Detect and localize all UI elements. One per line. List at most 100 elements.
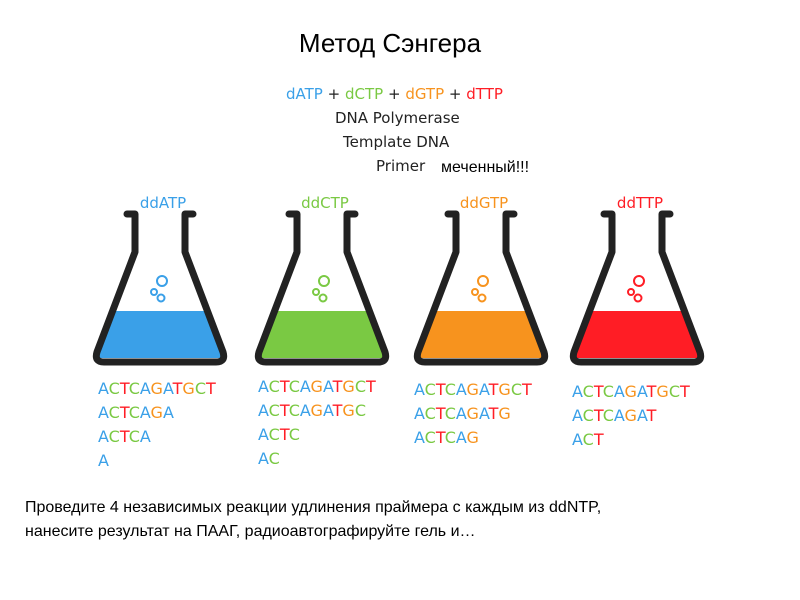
bubble [633,275,645,287]
bubble [156,293,166,303]
nucleotide: A [637,406,648,425]
nucleotide: T [593,406,604,425]
nucleotide: C [289,425,300,444]
reagent-term: dTTP [466,85,503,103]
nucleotide: C [289,377,300,396]
sequence: ACTCA [98,427,151,446]
nucleotide: A [614,382,625,401]
nucleotide: C [195,379,206,398]
nucleotide: A [323,377,334,396]
nucleotide: T [332,377,343,396]
nucleotide: A [98,427,109,446]
nucleotide: C [511,380,522,399]
nucleotide: C [445,404,456,423]
liquid [418,311,544,358]
reagent-term: + [328,85,341,103]
flask-label: ddGTP [460,194,508,212]
nucleotide: G [342,377,354,396]
nucleotide: C [129,427,140,446]
nucleotide: A [140,427,151,446]
nucleotide: T [205,379,216,398]
nucleotide: T [279,377,290,396]
nucleotide: A [479,404,490,423]
nucleotide: G [151,403,163,422]
sequence: ACT [572,430,604,449]
nucleotide: T [435,380,446,399]
bubble [312,288,320,296]
sequence: AC [258,449,280,468]
sequence: ACTCAGATGCT [572,382,690,401]
nucleotide: G [498,404,510,423]
sequence: ACTCAG [414,428,479,447]
nucleotide: T [119,403,130,422]
nucleotide: C [109,427,120,446]
nucleotide: G [467,380,479,399]
nucleotide: C [355,401,366,420]
nucleotide: A [98,379,109,398]
nucleotide: T [332,401,343,420]
nucleotide: T [488,380,499,399]
nucleotide: C [355,377,366,396]
flask-label: ddATP [140,194,186,212]
nucleotide: A [98,451,109,470]
nucleotide: G [625,406,637,425]
nucleotide: C [583,430,594,449]
sequence: A [98,451,109,470]
nucleotide: A [140,403,151,422]
nucleotide: C [269,377,280,396]
reagent-term: + [449,85,462,103]
bubble [318,293,328,303]
nucleotide: C [445,428,456,447]
reagent: DNA Polymerase [335,109,460,127]
nucleotide: G [467,404,479,423]
nucleotide: C [109,379,120,398]
sequence: ACTC [258,425,300,444]
nucleotide: C [129,403,140,422]
reagent: Primer [376,157,426,175]
nucleotide: A [572,406,583,425]
nucleotide: A [98,403,109,422]
flask [569,210,705,366]
sequence: ACTCAGAT [572,406,657,425]
nucleotide: C [445,380,456,399]
nucleotide: A [258,401,269,420]
sequence: ACTCAGATGCT [98,379,216,398]
nucleotide: G [311,377,323,396]
title: Метод Сэнгера [299,28,482,58]
nucleotide: G [311,401,323,420]
liquid [97,311,223,358]
nucleotide: C [109,403,120,422]
nucleotide: A [163,379,174,398]
nucleotide: C [269,401,280,420]
sequence: ACTCAGATGCT [258,377,376,396]
flask [254,210,390,366]
nucleotide: A [614,406,625,425]
nucleotide: G [151,379,163,398]
instruction-line: нанесите результат на ПААГ, радиоавтогра… [25,523,476,540]
nucleotide: T [172,379,183,398]
reagent-mix: dATP + dCTP + dGTP + dTTP [286,85,503,103]
nucleotide: A [300,401,311,420]
nucleotide: G [467,428,479,447]
nucleotide: A [572,430,583,449]
nucleotide: C [603,406,614,425]
nucleotide: T [679,382,690,401]
reagent-term: dGTP [405,85,444,103]
sequence: ACTCAGATGCT [414,380,532,399]
bubble [477,275,489,287]
nucleotide: C [129,379,140,398]
nucleotide: T [119,379,130,398]
nucleotide: A [163,403,174,422]
nucleotide: T [646,382,657,401]
flask [92,210,228,366]
nucleotide: T [119,427,130,446]
nucleotide: A [414,404,425,423]
nucleotide: C [603,382,614,401]
flask-label: ddCTP [301,194,349,212]
nucleotide: A [479,380,490,399]
nucleotide: A [414,428,425,447]
nucleotide: C [425,428,436,447]
nucleotide: T [279,401,290,420]
